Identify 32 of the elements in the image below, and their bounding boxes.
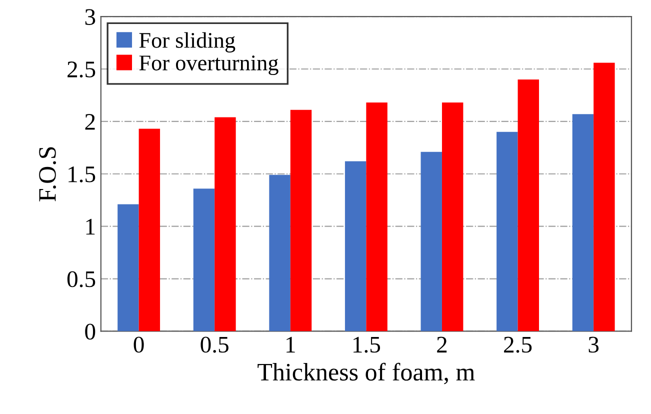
x-tick-label: 0 [134,336,144,353]
x-tick-label: 1 [286,336,295,352]
x-tick-label: 2.5 [504,336,532,353]
bar [214,117,236,332]
y-tick-label: 0 [85,324,96,340]
x-tick-label: 1.5 [354,336,380,353]
y-tick-label: 3 [85,9,96,25]
bar [138,128,160,332]
y-tick-label: 1 [86,218,95,235]
bar [518,79,539,332]
bar [118,204,139,332]
bar [420,152,442,332]
x-axis-title: Thickness of foam, m [258,362,475,384]
bar [344,161,366,332]
y-tick-label: 0.5 [67,271,96,288]
bar [572,114,594,332]
x-tick-label: 2 [437,336,447,352]
y-tick-label: 2.5 [68,62,96,78]
legend-label: For overturning [139,56,278,76]
x-tick-label: 3 [588,336,599,353]
bar [442,102,464,332]
x-tick-label: 0.5 [200,336,228,353]
legend-label: For sliding [139,32,236,52]
bar [269,174,290,332]
bar [496,132,518,332]
y-axis-title: F.O.S [39,147,56,202]
y-tick-label: 1.5 [68,166,96,182]
bar [290,110,312,332]
bar [594,62,615,332]
y-tick-label: 2 [85,114,95,130]
bar [193,188,215,332]
bar [366,102,388,332]
